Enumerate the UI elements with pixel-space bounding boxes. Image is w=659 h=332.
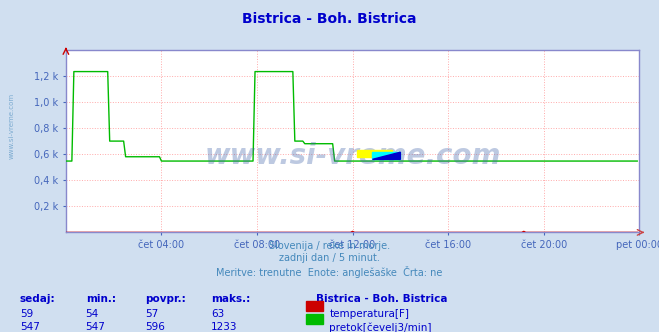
Text: www.si-vreme.com: www.si-vreme.com xyxy=(204,142,501,170)
Text: 596: 596 xyxy=(145,322,165,332)
Text: 54: 54 xyxy=(86,309,99,319)
Text: 63: 63 xyxy=(211,309,224,319)
Text: www.si-vreme.com: www.si-vreme.com xyxy=(9,93,15,159)
Text: 547: 547 xyxy=(20,322,40,332)
Text: 59: 59 xyxy=(20,309,33,319)
Text: zadnji dan / 5 minut.: zadnji dan / 5 minut. xyxy=(279,253,380,263)
Text: 547: 547 xyxy=(86,322,105,332)
Polygon shape xyxy=(372,152,400,159)
Text: temperatura[F]: temperatura[F] xyxy=(330,309,409,319)
Text: Bistrica - Boh. Bistrica: Bistrica - Boh. Bistrica xyxy=(243,12,416,26)
Text: povpr.:: povpr.: xyxy=(145,294,186,304)
Text: Slovenija / reke in morje.: Slovenija / reke in morje. xyxy=(269,241,390,251)
Text: 1233: 1233 xyxy=(211,322,237,332)
Text: Bistrica - Boh. Bistrica: Bistrica - Boh. Bistrica xyxy=(316,294,448,304)
Text: sedaj:: sedaj: xyxy=(20,294,55,304)
Text: pretok[čevelj3/min]: pretok[čevelj3/min] xyxy=(330,322,432,332)
Text: Meritve: trenutne  Enote: anglešaške  Črta: ne: Meritve: trenutne Enote: anglešaške Črta… xyxy=(216,266,443,278)
Bar xyxy=(372,152,401,159)
Text: 57: 57 xyxy=(145,309,158,319)
Text: maks.:: maks.: xyxy=(211,294,250,304)
Text: min.:: min.: xyxy=(86,294,116,304)
Bar xyxy=(357,150,392,157)
